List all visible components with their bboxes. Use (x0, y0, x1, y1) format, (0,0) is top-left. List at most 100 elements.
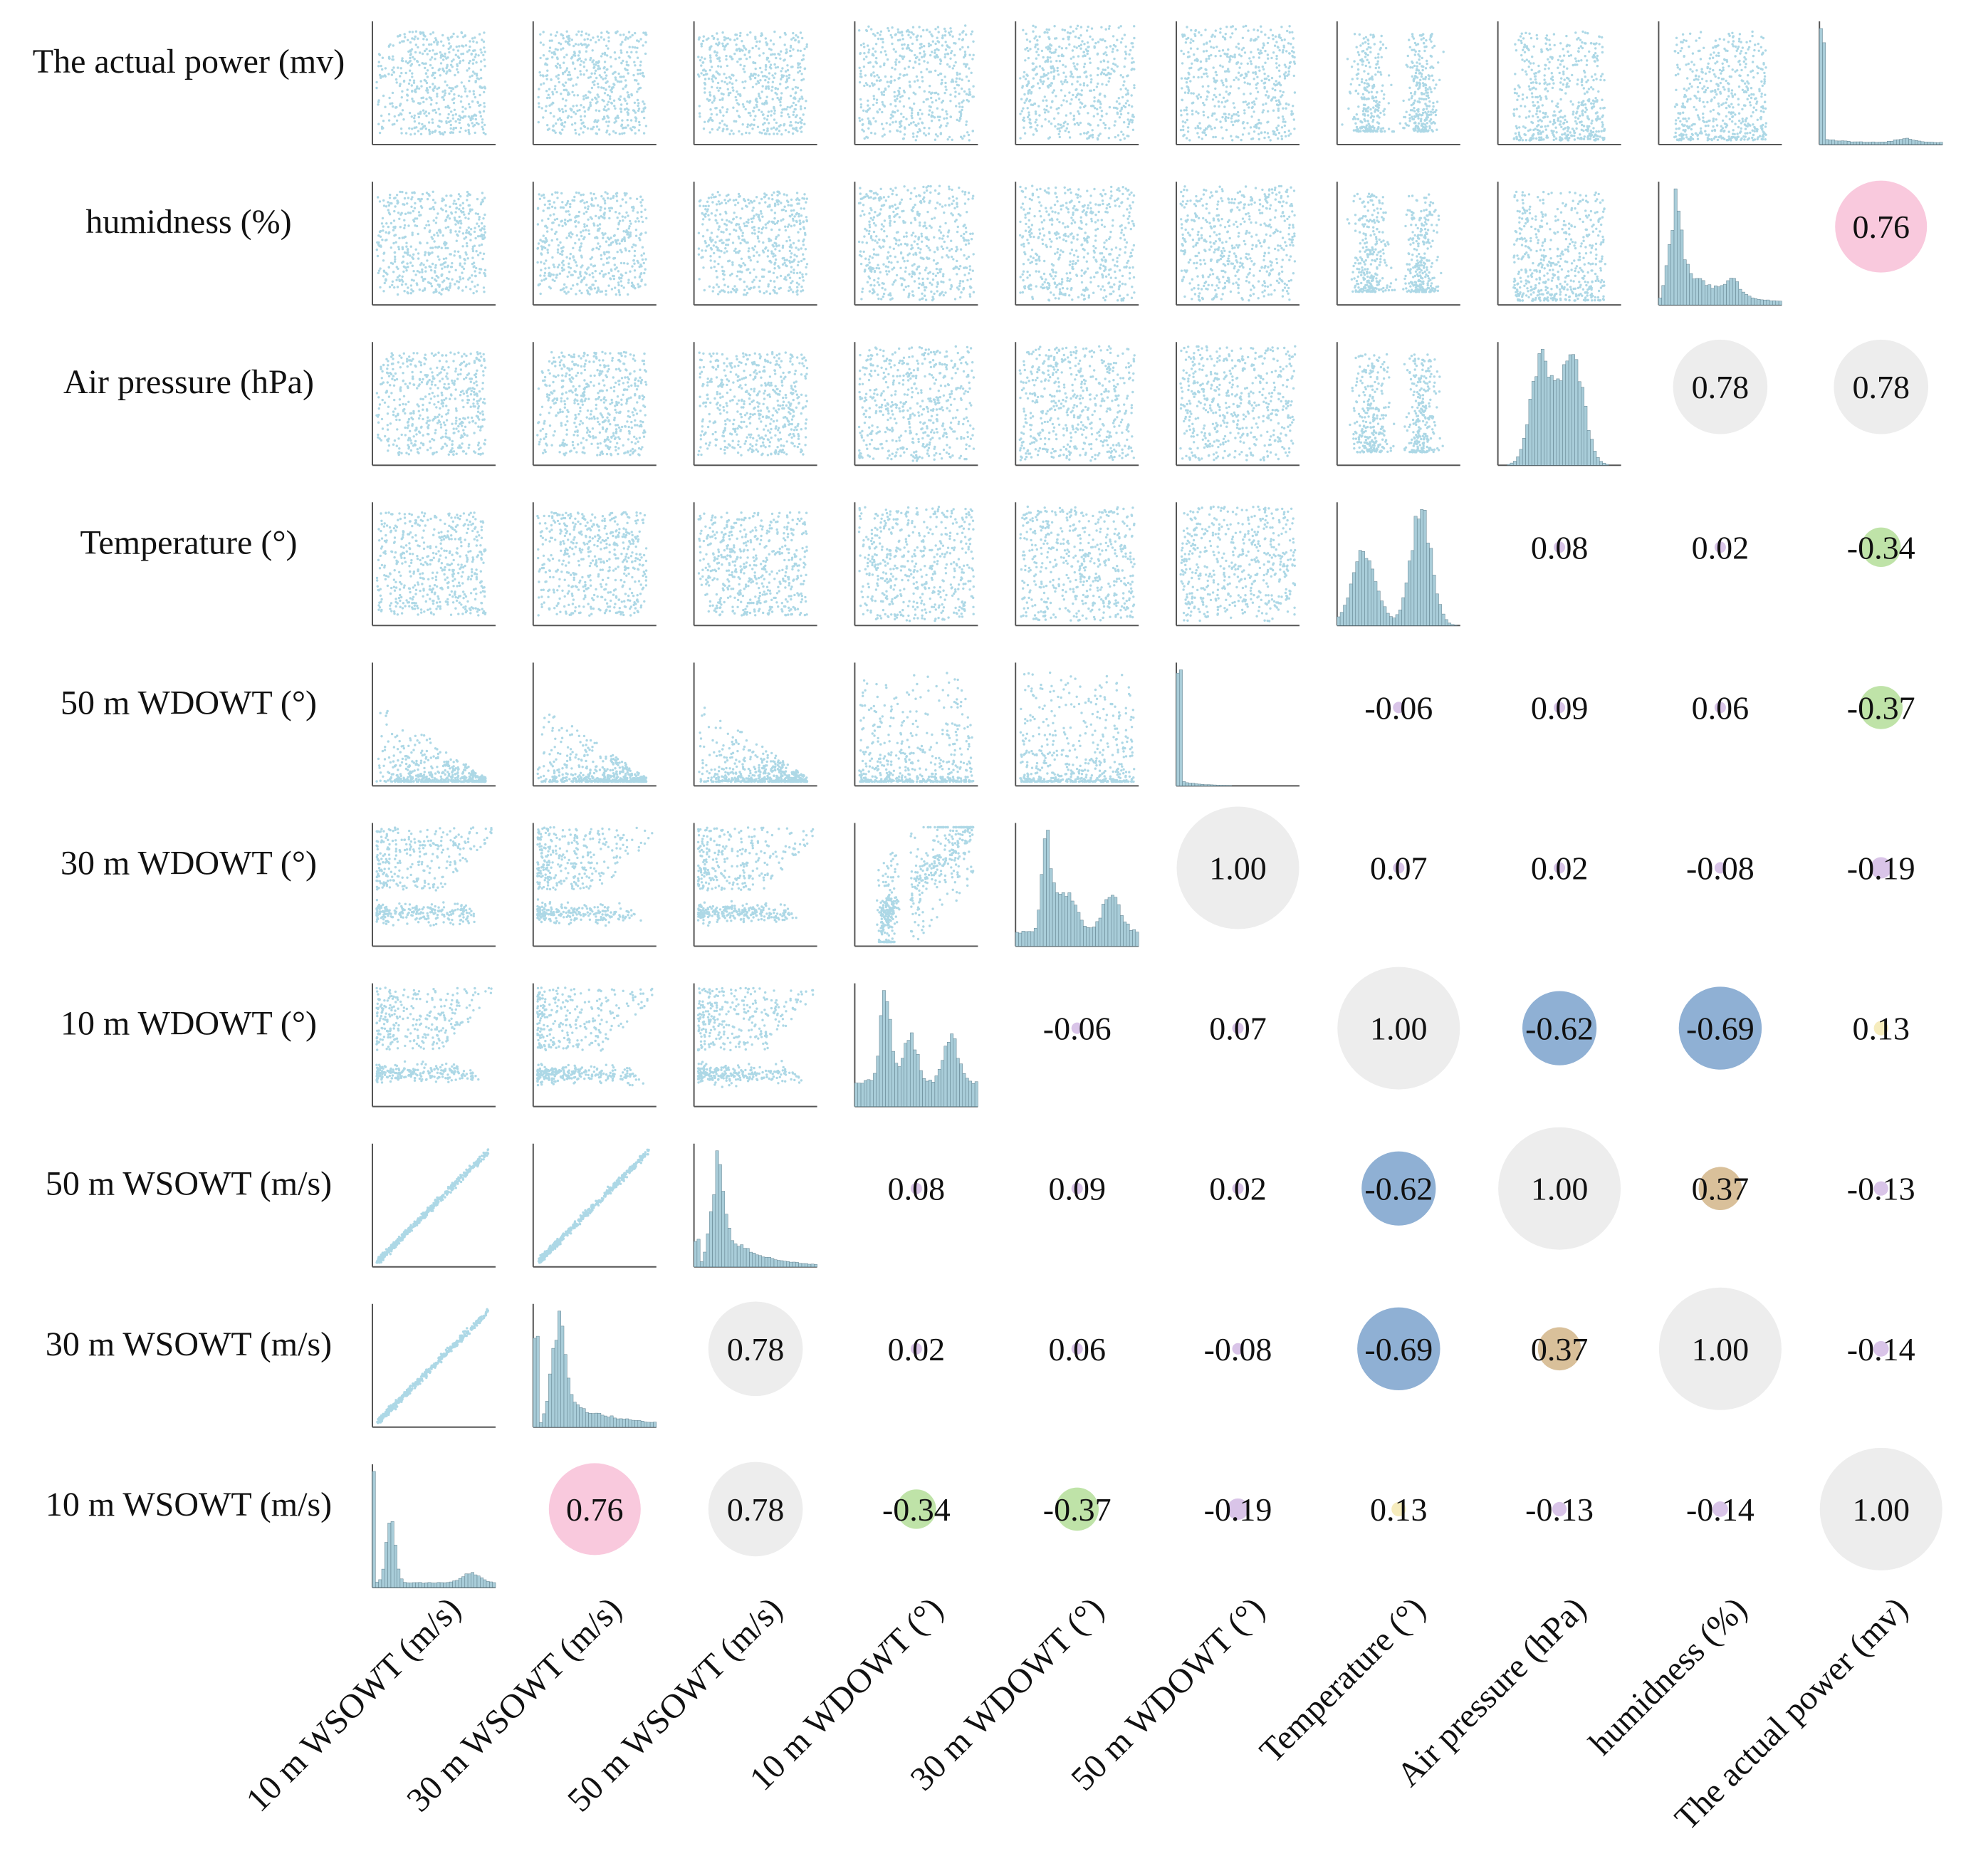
scatter-point (914, 61, 917, 64)
scatter-point (1532, 62, 1535, 65)
scatter-point (1215, 79, 1218, 83)
scatter-point (744, 48, 748, 51)
scatter-point (421, 62, 424, 65)
scatter-point (923, 50, 926, 53)
scatter-point (1205, 60, 1208, 63)
scatter-point (746, 125, 749, 128)
scatter-point (921, 121, 924, 124)
scatter-point (1562, 54, 1566, 57)
scatter-point (1072, 30, 1075, 33)
scatter-point (1525, 96, 1529, 99)
scatter-point (937, 31, 940, 33)
scatter-point (382, 229, 385, 232)
scatter-point (431, 121, 434, 124)
scatter-point (555, 56, 559, 59)
scatter-point (1027, 49, 1030, 53)
scatter-point (454, 53, 457, 56)
scatter-point (407, 38, 409, 41)
scatter-point (1709, 110, 1712, 113)
scatter-point (595, 41, 597, 43)
scatter-point (382, 94, 385, 98)
scatter-point (1281, 115, 1285, 118)
scatter-point (1361, 60, 1365, 63)
scatter-point (425, 48, 428, 51)
scatter-point (1046, 58, 1050, 61)
scatter-point (1255, 87, 1258, 90)
scatter-point (398, 41, 402, 44)
scatter-point (627, 64, 630, 67)
scatter-point (1111, 50, 1114, 53)
scatter-point (1117, 134, 1120, 137)
scatter-point (1428, 105, 1431, 108)
scatter-point (910, 114, 914, 118)
scatter-point (558, 117, 561, 120)
scatter-point (1064, 94, 1067, 98)
scatter-point (1262, 109, 1265, 112)
scatter-point (1124, 51, 1127, 53)
panel-cell (372, 21, 496, 145)
scatter-point (1079, 132, 1082, 136)
scatter-point (1408, 98, 1411, 101)
scatter-point (1089, 80, 1093, 84)
scatter-point (467, 115, 471, 118)
scatter-point (595, 61, 598, 64)
scatter-point (1567, 54, 1571, 58)
scatter-point (469, 40, 471, 43)
scatter-point (582, 131, 585, 134)
scatter-point (1233, 56, 1236, 58)
scatter-point (1684, 118, 1687, 120)
scatter-point (464, 259, 466, 261)
scatter-point (634, 111, 637, 114)
scatter-point (1717, 83, 1720, 86)
scatter-point (449, 282, 451, 285)
scatter-point (413, 38, 416, 41)
scatter-point (1369, 77, 1372, 80)
scatter-point (755, 40, 758, 43)
scatter-point (456, 63, 459, 66)
scatter-point (483, 65, 486, 68)
scatter-point (1238, 47, 1240, 50)
scatter-point (1367, 72, 1370, 75)
scatter-point (1562, 83, 1565, 86)
scatter-point (1749, 104, 1752, 107)
scatter-point (1521, 139, 1525, 142)
scatter-point (606, 68, 609, 71)
scatter-point (765, 102, 768, 105)
scatter-point (791, 127, 795, 130)
scatter-point (1363, 118, 1366, 121)
scatter-point (1133, 36, 1136, 40)
scatter-point (1532, 115, 1534, 118)
scatter-point (1282, 118, 1285, 120)
scatter-point (1370, 90, 1374, 93)
scatter-point (1218, 93, 1221, 96)
scatter-point (402, 79, 406, 83)
scatter-point (1717, 88, 1720, 91)
scatter-point (1374, 95, 1378, 99)
scatter-point (1187, 126, 1190, 129)
scatter-point (558, 41, 560, 45)
scatter-point (1044, 118, 1047, 121)
scatter-point (739, 94, 742, 98)
scatter-point (1409, 66, 1412, 69)
scatter-point (1716, 138, 1720, 142)
scatter-point (1196, 97, 1200, 100)
scatter-point (699, 115, 701, 118)
scatter-point (1068, 136, 1072, 139)
scatter-point (1559, 138, 1562, 142)
scatter-point (1675, 88, 1678, 91)
histogram-bar (1831, 140, 1836, 145)
scatter-point (1601, 36, 1604, 39)
scatter-point (446, 106, 450, 109)
scatter-point (1539, 136, 1543, 139)
scatter-point (1288, 52, 1291, 55)
scatter-point (911, 132, 915, 135)
scatter-point (1675, 127, 1678, 130)
scatter-point (469, 118, 472, 122)
scatter-point (586, 127, 590, 130)
scatter-point (905, 118, 908, 120)
scatter-point (904, 127, 906, 130)
scatter-point (600, 75, 603, 79)
scatter-point (701, 61, 704, 64)
scatter-point (771, 85, 774, 88)
scatter-point (867, 48, 871, 51)
